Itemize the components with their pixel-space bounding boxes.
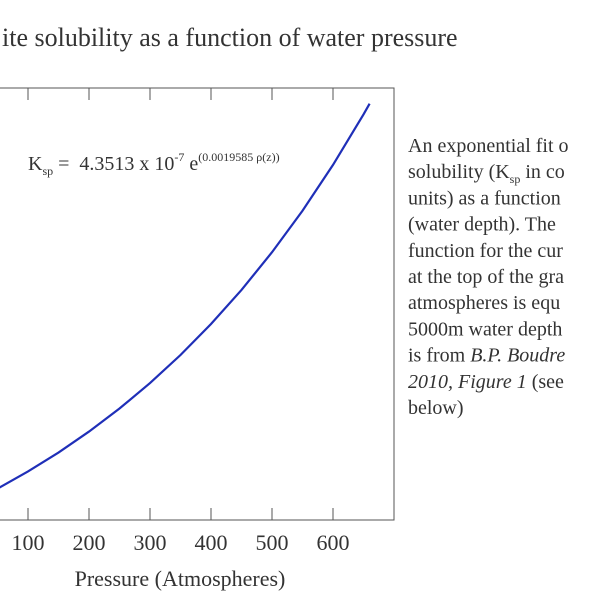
chart-title: ite solubility as a function of water pr… [2,23,458,52]
data-line [0,103,371,489]
text-run: is from [408,345,470,367]
text-run: sp [42,164,53,178]
text-run: solubility (K [408,161,510,183]
text-run: -7 [174,150,184,164]
text-run: units) as a function [408,187,561,209]
x-tick-label: 300 [134,530,167,555]
text-run: 2010, Figure 1 [408,371,527,393]
text-run: 5000m water depth [408,318,562,340]
text-run: An exponential fit o [408,135,569,157]
text-run: (see [527,371,564,393]
x-tick-label: 400 [195,530,228,555]
note-line: solubility (Ksp in co [408,161,565,186]
text-run: in co [520,161,564,183]
note-line: is from B.P. Boudre [408,345,565,367]
note-line: at the top of the gra [408,266,564,288]
note-line: An exponential fit o [408,135,569,157]
x-tick-label: 500 [256,530,289,555]
note-line: below) [408,397,464,419]
text-run: sp [510,172,521,186]
text-run: = 4.3513 x 10 [53,153,174,175]
text-run: (water depth). The [408,214,556,236]
note: An exponential fit o solubility (Ksp in c… [408,135,569,419]
x-tick-label: 200 [73,530,106,555]
note-line: atmospheres is equ [408,292,560,314]
x-tick-label: 100 [12,530,45,555]
text-run: below) [408,397,464,419]
note-line: function for the cur [408,240,563,262]
note-line: 5000m water depth [408,318,562,340]
note-line: 2010, Figure 1 (see [408,371,564,393]
text-run: at the top of the gra [408,266,564,288]
formula: Ksp = 4.3513 x 10-7 e(0.0019585 ρ(z)) [28,150,280,178]
text-run: B.P. Boudre [470,345,565,367]
note-line: units) as a function [408,187,561,209]
text-run: K [28,153,43,175]
x-axis-label: Pressure (Atmospheres) [75,566,286,591]
text-run: e [184,153,198,175]
x-tick-label: 600 [317,530,350,555]
text-run: function for the cur [408,240,563,262]
text-run: atmospheres is equ [408,292,560,314]
note-line: (water depth). The [408,214,556,236]
plot-frame [0,87,395,521]
text-run: (0.0019585 ρ(z)) [198,150,279,164]
